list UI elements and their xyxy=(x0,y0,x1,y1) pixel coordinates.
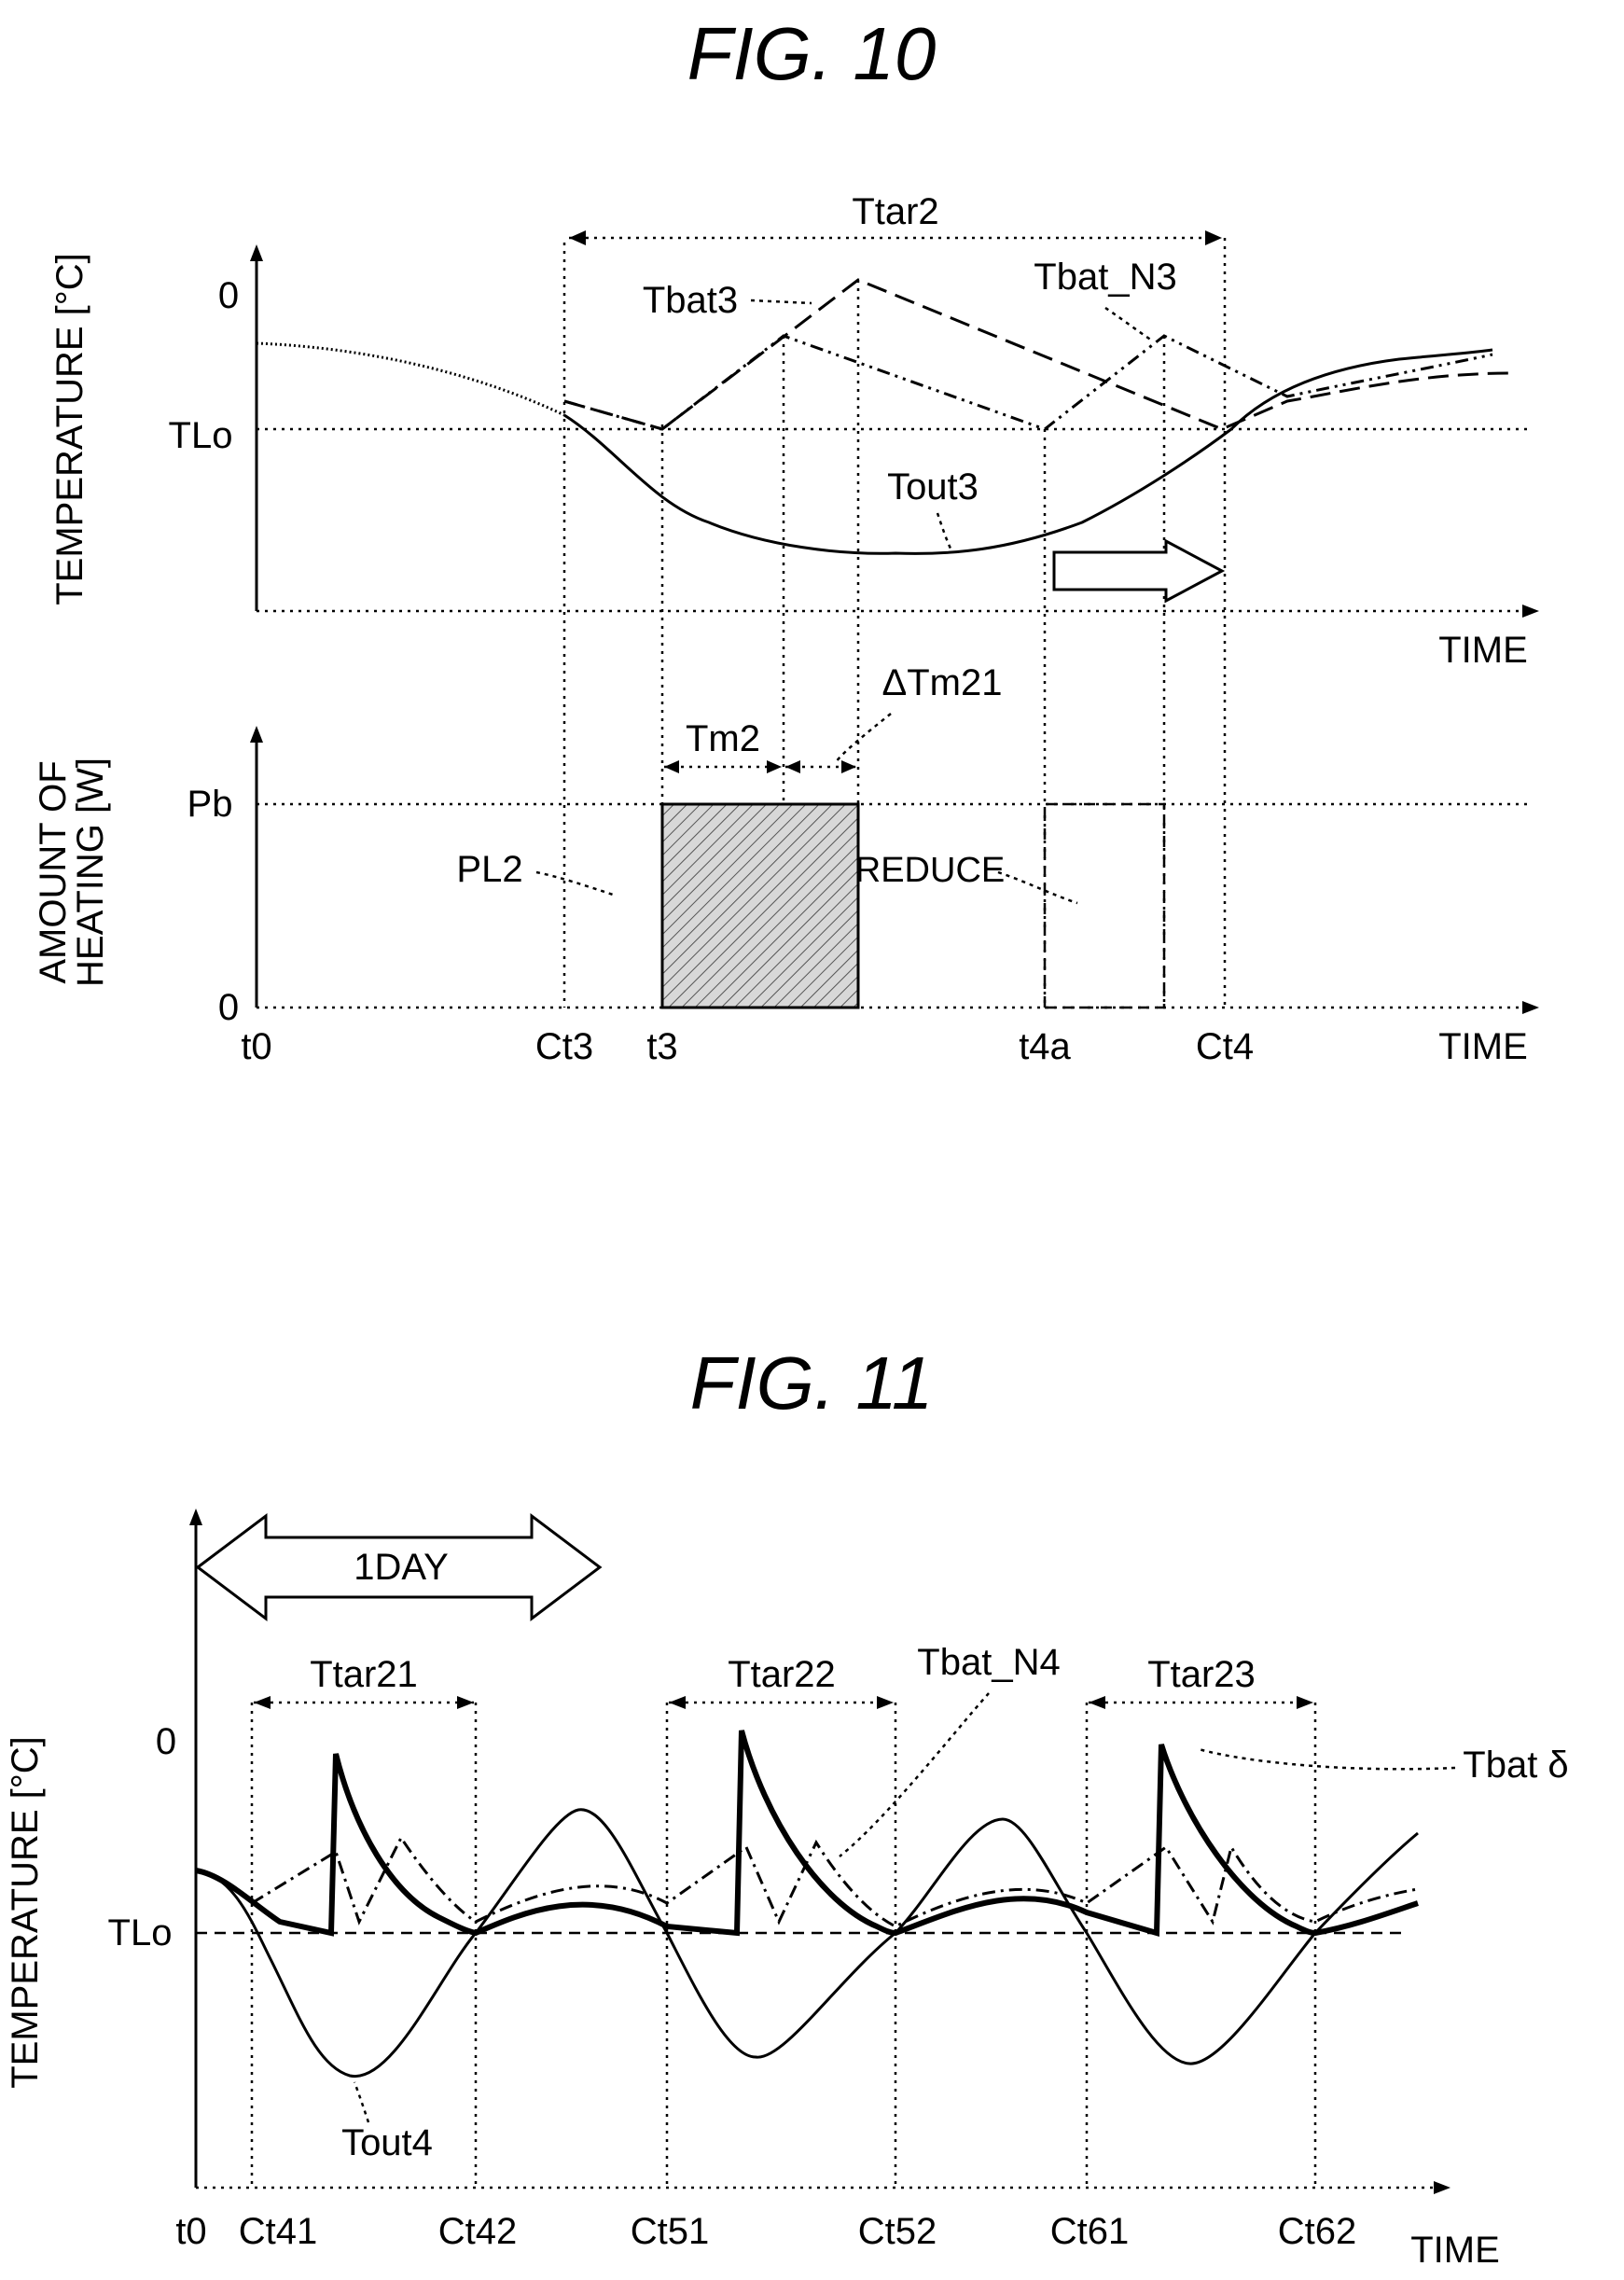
fig11-tick-tlo: TLo xyxy=(108,1912,173,1953)
fig10-lower-axes xyxy=(250,726,1539,1014)
fig10-tick-zero-bottom: 0 xyxy=(218,987,239,1028)
fig11-ttar21-span xyxy=(254,1696,474,1709)
fig10-xtick-ct4: Ct4 xyxy=(1196,1026,1254,1067)
fig10-y-label-top: TEMPERATURE [°C] xyxy=(49,253,90,605)
fig11-tick-zero: 0 xyxy=(156,1721,176,1762)
fig10-tick-pb: Pb xyxy=(187,784,233,825)
fig10-curve-tout3 xyxy=(563,348,1493,555)
fig11-label-tbat-n4: Tbat_N4 xyxy=(917,1642,1060,1683)
fig10-ttar2-span xyxy=(569,230,1222,245)
fig10-leader-tout3 xyxy=(936,512,953,551)
fig11-label-ttar22: Ttar22 xyxy=(728,1654,836,1695)
fig11-leader-tbat-delta xyxy=(1198,1747,1456,1771)
fig10-leader-dtm21 xyxy=(834,713,892,764)
fig10-leader-tbat3 xyxy=(750,299,812,305)
fig11-ttar23-span xyxy=(1089,1696,1313,1709)
fig11-curve-tbat-delta xyxy=(195,1730,1419,1937)
fig10-leader-reduce xyxy=(997,870,1078,905)
fig10-curve-shared-start xyxy=(256,341,565,417)
fig11-label-ttar21: Ttar21 xyxy=(310,1654,418,1695)
fig10-time-label-bottom: TIME xyxy=(1438,1026,1528,1067)
fig10-y-label-bottom-1: AMOUNT OF xyxy=(33,760,74,983)
fig10-label-dtm21: ΔTm21 xyxy=(882,662,1003,703)
fig11-axes xyxy=(189,1508,1450,2194)
fig10-tm2-span xyxy=(664,760,782,773)
fig10-label-tout3: Tout3 xyxy=(887,466,979,507)
fig10-curve-tbat3 xyxy=(563,278,1512,431)
fig10-dtm21-span xyxy=(785,760,856,773)
fig11-ttar22-span xyxy=(669,1696,894,1709)
fig11-title: FIG. 11 xyxy=(690,1342,934,1425)
fig11-xtick-ct62: Ct62 xyxy=(1278,2211,1357,2252)
fig10-shift-arrow xyxy=(1052,538,1226,604)
fig10-reduced-pulse xyxy=(1043,802,1166,1009)
fig10-ttar2-label: Ttar2 xyxy=(852,191,938,232)
fig10-label-tm2: Tm2 xyxy=(686,718,760,759)
fig10-tick-tlo: TLo xyxy=(169,415,233,456)
fig11-xtick-ct41: Ct41 xyxy=(239,2211,318,2252)
fig11-xtick-t0: t0 xyxy=(175,2211,206,2252)
fig10-leader-tbat-n3 xyxy=(1104,306,1153,342)
fig11-xtick-ct42: Ct42 xyxy=(438,2211,518,2252)
fig10-xtick-t3: t3 xyxy=(646,1026,677,1067)
fig11-curve-tbat-n4 xyxy=(251,1835,1419,1928)
fig10-tick-zero-top: 0 xyxy=(218,275,239,316)
fig11-xtick-ct51: Ct51 xyxy=(631,2211,710,2252)
fig10-label-pl2: PL2 xyxy=(456,849,522,890)
fig11-label-ttar23: Ttar23 xyxy=(1147,1654,1256,1695)
fig10-heating-block xyxy=(660,802,860,1009)
fig10-xtick-t0: t0 xyxy=(241,1026,271,1067)
fig10-xtick-ct3: Ct3 xyxy=(535,1026,593,1067)
fig11-vertical-guides xyxy=(250,1703,1317,2188)
fig10-leader-pl2 xyxy=(535,870,617,897)
fig10-title: FIG. 10 xyxy=(687,12,937,95)
fig10-label-tbat3: Tbat3 xyxy=(643,280,738,321)
fig11-label-tout4: Tout4 xyxy=(341,2122,433,2163)
fig11-xtick-ct61: Ct61 xyxy=(1050,2211,1130,2252)
fig10-label-reduce: REDUCE xyxy=(855,851,1005,890)
fig10-label-tbat-n3: Tbat_N3 xyxy=(1034,257,1176,298)
fig10-upper-axes xyxy=(250,244,1539,618)
fig10-curve-tbat-n3 xyxy=(563,334,1493,431)
fig11-day-arrow xyxy=(195,1512,603,1622)
fig11-day-label: 1DAY xyxy=(354,1547,449,1588)
fig11-leader-tout4 xyxy=(353,2081,370,2123)
fig11-xtick-ct52: Ct52 xyxy=(858,2211,937,2252)
fig11-y-label: TEMPERATURE [°C] xyxy=(5,1736,46,2089)
fig11-curve-tout4 xyxy=(195,1808,1419,2078)
fig11-leader-tbat-n4 xyxy=(839,1692,990,1857)
fig11-time-label: TIME xyxy=(1410,2230,1500,2271)
fig10-xtick-t4a: t4a xyxy=(1019,1026,1071,1067)
fig10-time-label-top: TIME xyxy=(1438,630,1528,671)
fig11-label-tbat-delta: Tbat δ xyxy=(1463,1745,1568,1786)
fig10-y-label-bottom-2: HEATING [W] xyxy=(70,758,111,987)
